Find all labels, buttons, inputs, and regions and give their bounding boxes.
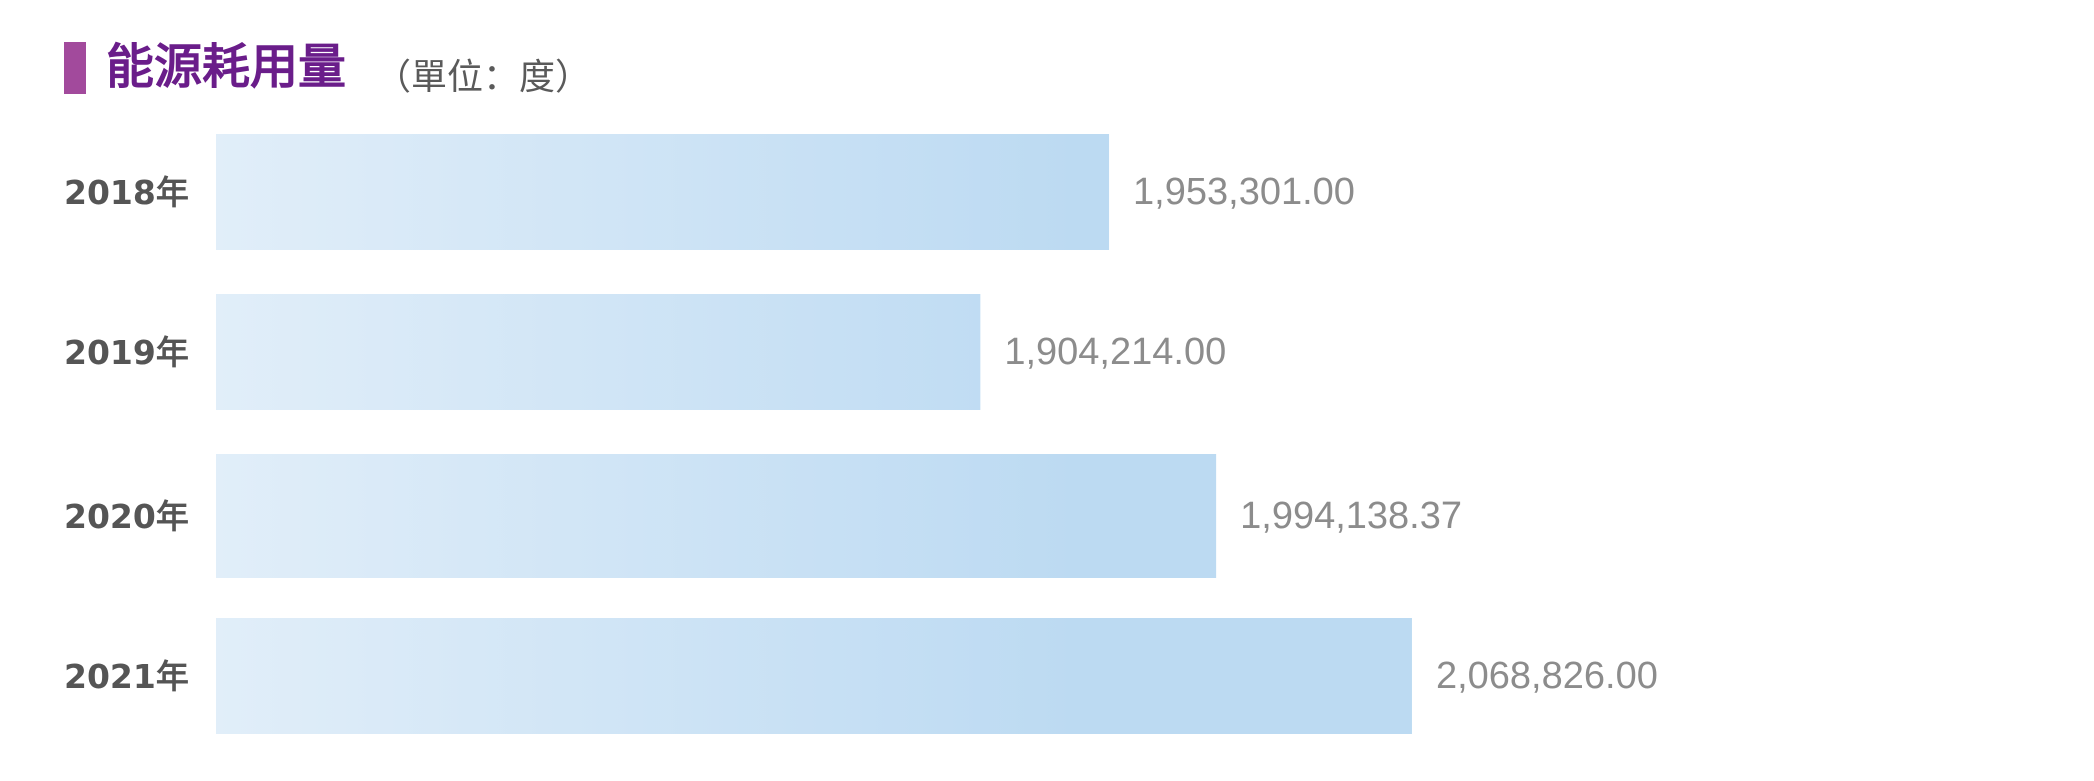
chart-unit-label: （單位：度） bbox=[375, 57, 592, 98]
bar-3 bbox=[216, 454, 1217, 578]
bar-1 bbox=[216, 134, 1110, 250]
category-label-4: 2021年 bbox=[64, 657, 189, 696]
value-label-2: 1,904,214.00 bbox=[1004, 331, 1226, 373]
category-label-1: 2018年 bbox=[64, 173, 189, 212]
value-label-1: 1,953,301.00 bbox=[1133, 171, 1355, 213]
chart-title: 能源耗用量 bbox=[106, 39, 347, 95]
value-label-4: 2,068,826.00 bbox=[1436, 655, 1658, 697]
title-accent-bar bbox=[64, 42, 86, 94]
value-label-3: 1,994,138.37 bbox=[1240, 495, 1462, 537]
category-label-2: 2019年 bbox=[64, 333, 189, 372]
bar-2 bbox=[216, 294, 981, 410]
bar-4 bbox=[216, 618, 1412, 734]
category-label-3: 2020年 bbox=[64, 497, 189, 536]
